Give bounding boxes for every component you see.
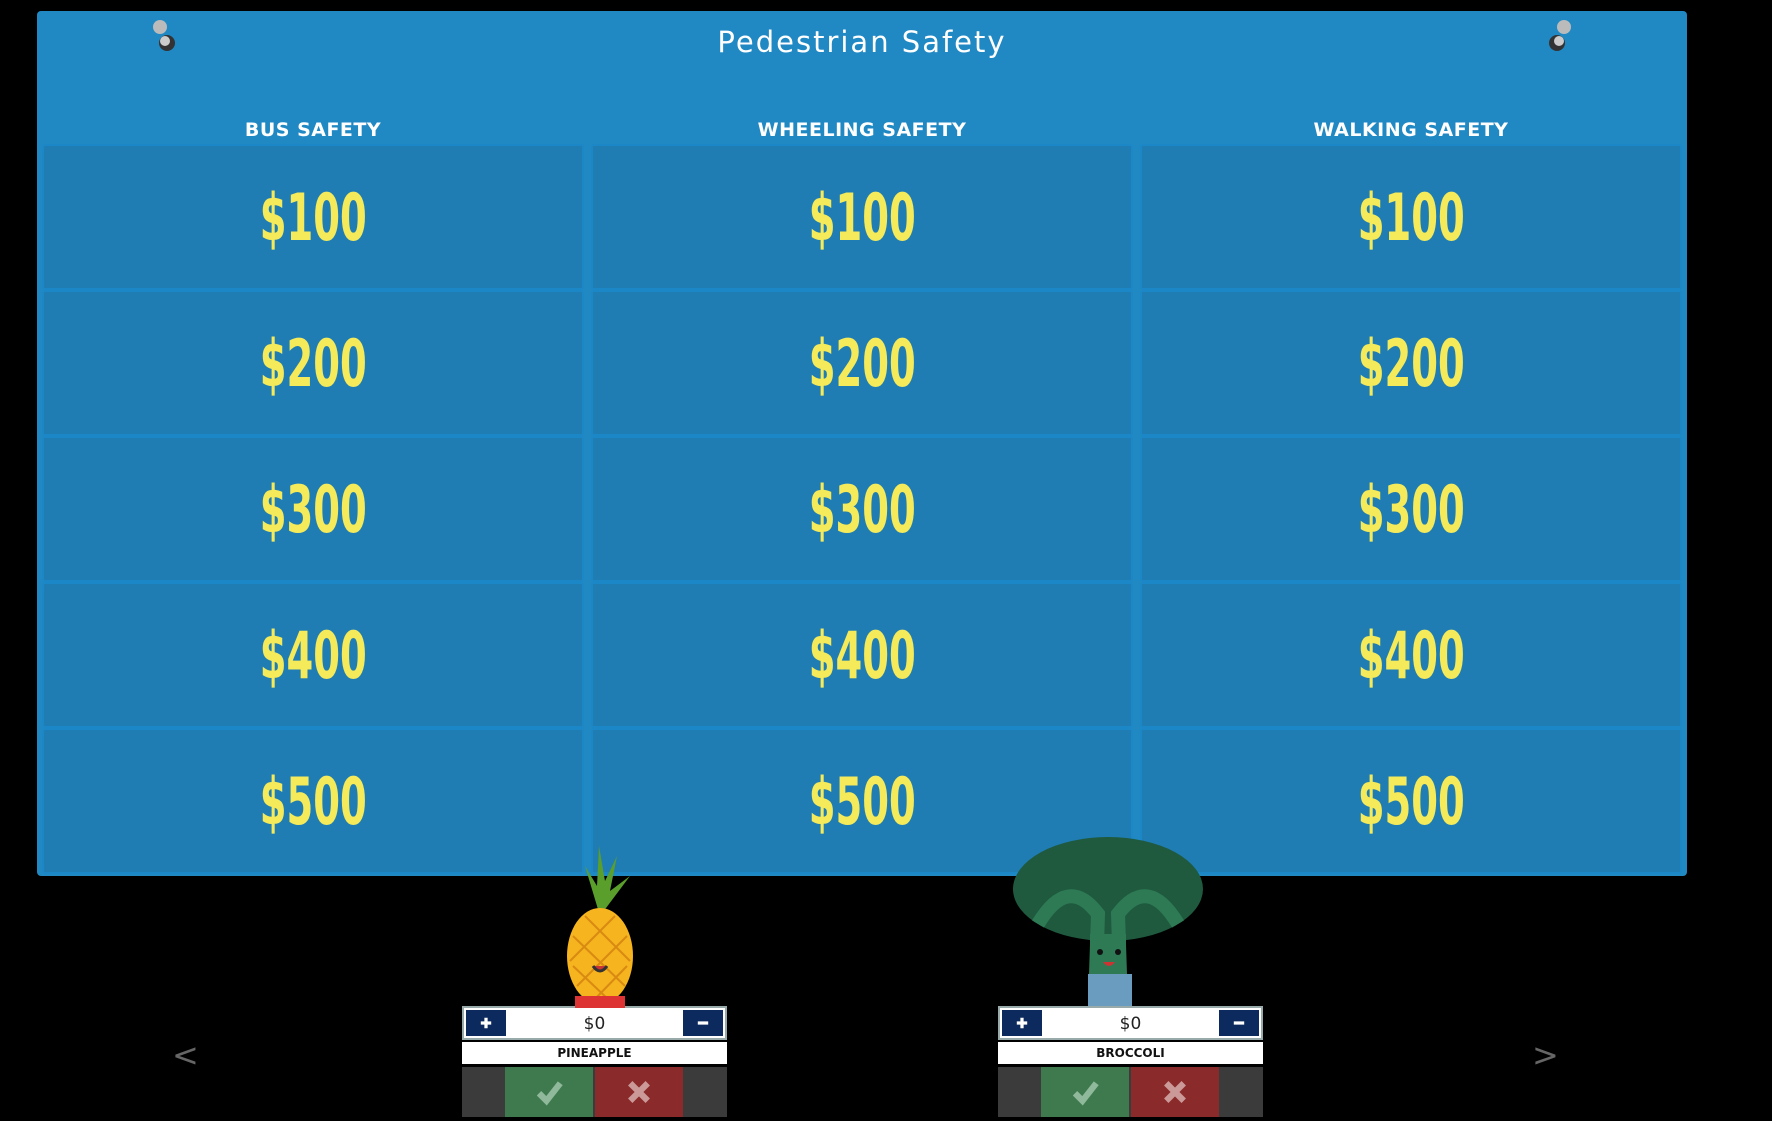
clue-cell[interactable]: $200: [42, 290, 584, 436]
icon: [505, 1067, 593, 1117]
clue-cell[interactable]: $100: [42, 144, 584, 290]
clue-value: $300: [809, 471, 916, 548]
subtract-points-button[interactable]: [683, 1010, 723, 1036]
clue-value: $500: [809, 763, 916, 840]
next-arrow[interactable]: >: [1532, 1036, 1559, 1074]
icon: [1219, 1010, 1259, 1036]
clue-value: $100: [809, 179, 916, 256]
category-header: WALKING SAFETY: [1140, 119, 1682, 141]
icon: [466, 1010, 506, 1036]
pineapple-avatar: [555, 846, 645, 1008]
clue-value: $400: [809, 617, 916, 694]
page: Pedestrian Safety BUS SAFETY $100 $200 $300…: [0, 0, 1772, 1117]
clue-value: $400: [260, 617, 367, 694]
clue-value: $200: [260, 325, 367, 402]
player-name: BROCCOLI: [998, 1042, 1263, 1064]
player-panel: $0 PINEAPPLE: [462, 1006, 727, 1117]
wrong-button[interactable]: [1131, 1067, 1219, 1117]
icon: [1041, 1067, 1129, 1117]
clue-cell[interactable]: $200: [1140, 290, 1682, 436]
category-header: BUS SAFETY: [42, 119, 584, 141]
player-name: PINEAPPLE: [462, 1042, 727, 1064]
clue-value: $300: [1358, 471, 1465, 548]
add-points-button[interactable]: [1002, 1010, 1042, 1036]
icon: [1131, 1067, 1219, 1117]
title: Pedestrian Safety: [37, 25, 1687, 59]
broccoli-avatar: [1008, 834, 1208, 1006]
score-bar: $0: [462, 1006, 727, 1040]
clue-cell[interactable]: $300: [42, 436, 584, 582]
clue-value: $100: [1358, 179, 1465, 256]
category-header: WHEELING SAFETY: [591, 119, 1133, 141]
correct-button[interactable]: [1041, 1067, 1129, 1117]
player-score: $0: [1050, 1014, 1211, 1034]
clue-value: $200: [1358, 325, 1465, 402]
icon: [683, 1010, 723, 1036]
clue-cell[interactable]: $400: [1140, 582, 1682, 728]
add-points-button[interactable]: [466, 1010, 506, 1036]
judge-bar: [462, 1067, 727, 1117]
clue-cell[interactable]: $500: [1140, 728, 1682, 874]
judge-bar: [998, 1067, 1263, 1117]
correct-button[interactable]: [505, 1067, 593, 1117]
clue-cell[interactable]: $100: [1140, 144, 1682, 290]
subtract-points-button[interactable]: [1219, 1010, 1259, 1036]
clue-cell[interactable]: $500: [42, 728, 584, 874]
clue-value: $500: [260, 763, 367, 840]
clue-value: $400: [1358, 617, 1465, 694]
clue-value: $200: [809, 325, 916, 402]
prev-arrow[interactable]: <: [172, 1036, 199, 1074]
player-score: $0: [514, 1014, 675, 1034]
clue-cell[interactable]: $300: [1140, 436, 1682, 582]
clue-value: $300: [260, 471, 367, 548]
clue-cell[interactable]: $100: [591, 144, 1133, 290]
player-panel: $0 BROCCOLI: [998, 1006, 1263, 1117]
game-board: Pedestrian Safety BUS SAFETY $100 $200 $300…: [37, 11, 1687, 876]
clue-cell[interactable]: $400: [591, 582, 1133, 728]
icon: [1002, 1010, 1042, 1036]
clue-value: $100: [260, 179, 367, 256]
clue-value: $500: [1358, 763, 1465, 840]
score-bar: $0: [998, 1006, 1263, 1040]
wrong-button[interactable]: [595, 1067, 683, 1117]
clue-cell[interactable]: $400: [42, 582, 584, 728]
clue-cell[interactable]: $300: [591, 436, 1133, 582]
icon: [595, 1067, 683, 1117]
clue-cell[interactable]: $200: [591, 290, 1133, 436]
